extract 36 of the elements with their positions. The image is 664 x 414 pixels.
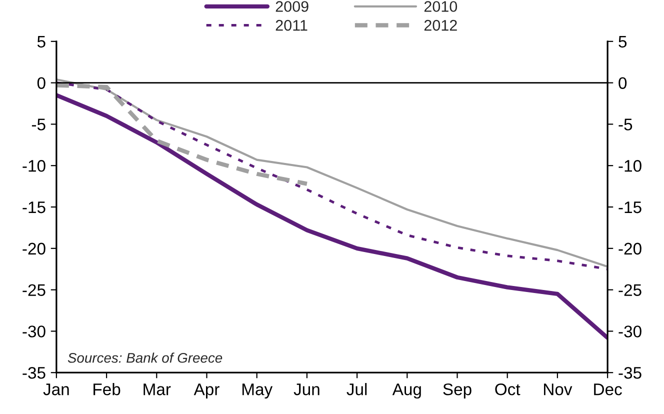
y2-tick-label: -35: [618, 367, 642, 379]
annotation: Sources: Bank of Greece: [68, 352, 222, 363]
x-tick-label: Apr: [194, 384, 220, 399]
x-tick-label: Jan: [43, 384, 69, 396]
x-tick-label: Jul: [346, 383, 367, 396]
x-tick-label: May: [242, 384, 273, 399]
legend-label: 2011: [276, 20, 308, 31]
y2-tick-label: -15: [618, 202, 642, 214]
y-tick-label: -15: [22, 202, 46, 214]
y-tick-label: -10: [22, 160, 46, 172]
y2-tick-label: 5: [618, 36, 627, 48]
y2-tick-label: -25: [618, 284, 642, 296]
legend-label: 2012: [424, 20, 457, 31]
y2-tick-label: -5: [618, 118, 632, 130]
y2-tick-label: 0: [618, 77, 627, 90]
x-tick-label: Jun: [294, 384, 320, 396]
legend-label: 2009: [276, 1, 308, 12]
y-tick-label: -5: [32, 118, 46, 130]
legend-label: 2010: [424, 1, 458, 12]
x-tick-label: Sep: [443, 383, 472, 399]
y-tick-label: 0: [37, 77, 46, 90]
y2-tick-label: -10: [618, 160, 642, 172]
y-tick-label: -20: [22, 242, 46, 255]
y-tick-label: 5: [37, 36, 46, 48]
y-tick-label: -25: [22, 284, 46, 296]
y-tick-label: -35: [22, 367, 46, 379]
y-tick-label: -30: [22, 326, 46, 338]
line-series: [56, 93, 608, 340]
x-tick-label: Nov: [544, 384, 572, 396]
y2-tick-label: -30: [618, 326, 642, 338]
x-tick-label: Mar: [144, 384, 171, 396]
x-tick-label: Aug: [392, 384, 421, 399]
x-tick-label: Oct: [495, 383, 520, 396]
x-tick-label: Dec: [594, 384, 622, 396]
y2-tick-label: -20: [618, 242, 642, 255]
x-tick-label: Feb: [94, 383, 120, 396]
